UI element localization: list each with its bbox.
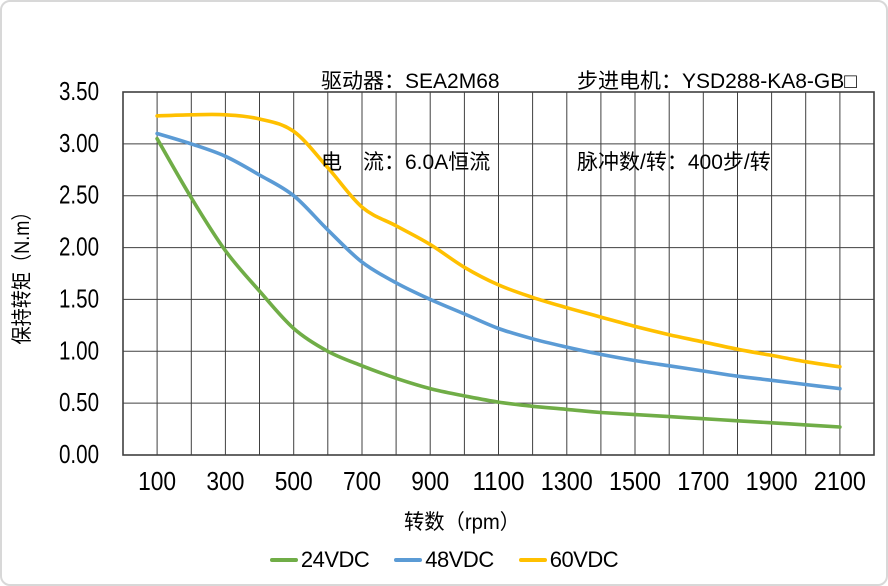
torque-chart-svg: 3.50 3.00 2.50 2.00 1.50 1.00 0.50 0.00 100 300 50… — [11, 76, 875, 534]
legend-item-48vdc: 48VDC — [394, 547, 494, 573]
legend-item-60vdc: 60VDC — [518, 547, 619, 573]
y-tick-label: 1.50 — [59, 283, 99, 313]
legend-line-swatch-48vdc — [394, 558, 423, 562]
y-tick-label: 2.50 — [59, 180, 99, 210]
x-tick-label: 1300 — [541, 466, 593, 496]
curve-60VDC — [155, 112, 842, 369]
header-left-column: 驱动器：SEA2M68 电 流：6.0A恒流 — [321, 14, 500, 230]
chart-legend: 24VDC 48VDC 60VDC — [2, 547, 886, 573]
x-tick-label: 1100 — [473, 466, 525, 496]
legend-label-60vdc: 60VDC — [549, 547, 619, 572]
motor-label: 步进电机：YSD288-KA8-GB□ — [577, 70, 857, 93]
plot-border — [122, 91, 875, 456]
y-tick-label: 2.00 — [59, 232, 99, 262]
x-tick-label: 1700 — [677, 466, 729, 496]
y-tick-label: 3.50 — [59, 76, 99, 106]
y-tick-label: 3.00 — [59, 128, 99, 158]
current-label: 电 流：6.0A恒流 — [321, 151, 491, 174]
y-tick-label: 1.00 — [59, 335, 99, 365]
pulses-label: 脉冲数/转：400步/转 — [577, 151, 771, 174]
x-tick-label: 2100 — [814, 466, 866, 496]
curve-48VDC — [155, 131, 842, 391]
x-tick-label: 500 — [275, 466, 313, 496]
header-right-column: 步进电机：YSD288-KA8-GB□ 脉冲数/转：400步/转 — [577, 14, 857, 230]
x-tick-label: 300 — [206, 466, 244, 496]
y-tick-label: 0.00 — [59, 439, 99, 469]
chart-header: 驱动器：SEA2M68 电 流：6.0A恒流 步进电机：YSD288-KA8-G… — [2, 14, 886, 174]
x-tick-label: 1900 — [746, 466, 798, 496]
x-axis-title: 转数（rpm） — [404, 511, 520, 534]
x-tick-label: 700 — [343, 466, 381, 496]
x-tick-label: 100 — [138, 466, 176, 496]
x-tick-label: 1500 — [609, 466, 661, 496]
legend-line-swatch-24vdc — [269, 558, 298, 562]
legend-line-swatch-60vdc — [518, 558, 547, 562]
legend-label-48vdc: 48VDC — [425, 547, 494, 572]
curve-24VDC — [155, 136, 842, 429]
driver-label: 驱动器：SEA2M68 — [321, 70, 500, 93]
y-axis-title: 保持转矩（N.m） — [11, 203, 34, 345]
legend-label-24vdc: 24VDC — [300, 547, 370, 572]
legend-item-24vdc: 24VDC — [269, 547, 370, 573]
x-tick-label: 900 — [411, 466, 449, 496]
y-tick-label: 0.50 — [59, 387, 99, 417]
